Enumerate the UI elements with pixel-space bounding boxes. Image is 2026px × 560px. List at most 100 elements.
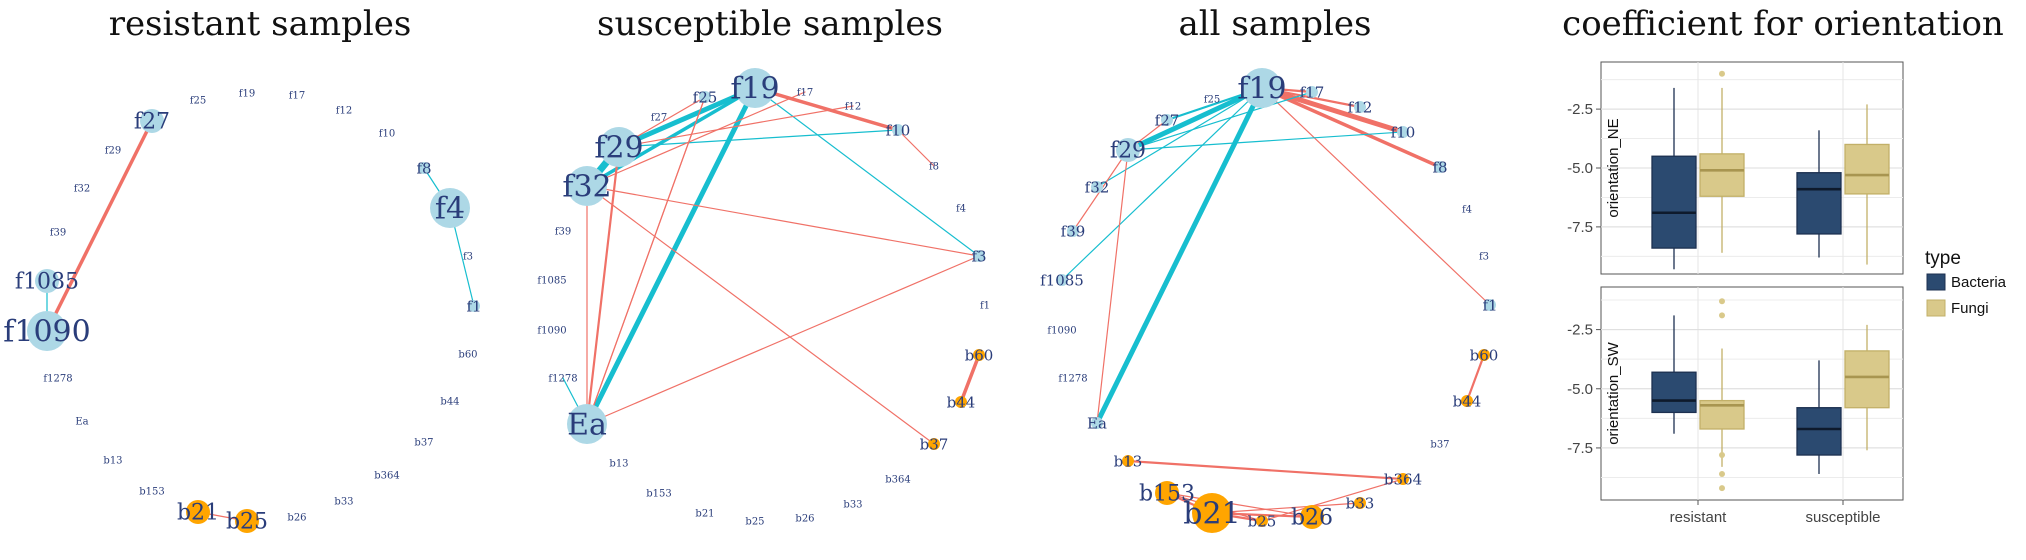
node-label-f3: f3 xyxy=(971,247,986,265)
node-label-f27: f27 xyxy=(651,113,667,124)
node-b37 xyxy=(928,438,940,450)
node-label-f27: f27 xyxy=(134,110,170,135)
legend-swatch-bacteria xyxy=(1926,273,1946,291)
edge-f19-Ea xyxy=(1094,85,1265,426)
edge-f29-Ea xyxy=(1096,149,1129,424)
node-label-b364: b364 xyxy=(1384,470,1422,488)
edge-f32-f3 xyxy=(586,185,980,257)
legend-title: type xyxy=(1925,248,1961,269)
node-label-f17: f17 xyxy=(289,91,305,102)
node-label-f1090: f1090 xyxy=(3,315,90,350)
outlier-point xyxy=(1719,470,1725,477)
node-label-f4: f4 xyxy=(956,204,966,215)
node-label-f10: f10 xyxy=(1391,123,1416,141)
edge-f29-Ea xyxy=(585,145,621,426)
edge-b21-b33 xyxy=(1211,502,1361,514)
box-bacteria-resistant xyxy=(1651,315,1697,434)
node-f27 xyxy=(140,109,164,133)
edge-f29-f10 xyxy=(1127,131,1404,151)
node-label-b25: b25 xyxy=(1248,512,1277,530)
edge-f19-f3 xyxy=(754,87,980,257)
box-bacteria-resistant xyxy=(1651,87,1697,270)
node-label-f12: f12 xyxy=(1348,98,1373,116)
node-f17 xyxy=(1306,86,1318,98)
node-label-f8: f8 xyxy=(416,159,431,177)
edge-f27-f1090 xyxy=(45,119,154,333)
node-label-b25: b25 xyxy=(226,510,268,535)
node-label-f10: f10 xyxy=(379,129,395,140)
y-tick-label: -5.0 xyxy=(1567,160,1593,177)
node-b26 xyxy=(1300,505,1324,529)
node-label-b21: b21 xyxy=(1183,497,1240,532)
y-tick-label: -2.5 xyxy=(1567,322,1593,339)
node-label-b26: b26 xyxy=(287,513,306,524)
node-label-f1085: f1085 xyxy=(15,270,79,295)
title-resistant: resistant samples xyxy=(109,4,412,44)
node-b13 xyxy=(1122,455,1134,467)
edge-f17-f29 xyxy=(1127,91,1313,151)
edge-f19-f1 xyxy=(1261,87,1491,306)
edge-b25-b364 xyxy=(1261,478,1404,522)
boxplot-chart: -2.5 -5.0 -7.5 orientation_NE -2.5 -5.0 -7.5 or… xyxy=(1567,61,2007,526)
y-axis-label: orientation_NE xyxy=(1605,118,1622,217)
node-f1085 xyxy=(1056,274,1068,286)
node-label-b44: b44 xyxy=(947,393,976,411)
edge-f19-f32 xyxy=(585,86,757,188)
y-tick-label: -2.5 xyxy=(1567,101,1593,118)
node-label-f1090: f1090 xyxy=(537,326,566,337)
node-b364 xyxy=(1397,473,1409,485)
node-label-f10: f10 xyxy=(886,121,911,139)
node-label-b21: b21 xyxy=(177,501,219,526)
edge-f19-f10 xyxy=(1259,85,1406,135)
nodes-all: f19 f17 f25 f12 f27 f10 f29 f8 f32 f4 f39 f3 f1085 f1… xyxy=(1040,68,1498,533)
node-label-f17: f17 xyxy=(1300,83,1325,101)
title-boxplot: coefficient for orientation xyxy=(1562,4,2004,44)
node-b60 xyxy=(973,349,985,361)
legend: type Bacteria Fungi xyxy=(1925,248,2007,317)
node-f10 xyxy=(892,124,904,136)
node-f4 xyxy=(430,188,470,228)
node-f29 xyxy=(1116,138,1140,162)
node-label-f8: f8 xyxy=(929,162,939,173)
node-label-b26: b26 xyxy=(1291,506,1333,531)
node-label-Ea: Ea xyxy=(1087,414,1107,432)
node-f12 xyxy=(1354,101,1366,113)
box-fungi-resistant xyxy=(1699,70,1745,253)
node-b21 xyxy=(1192,493,1232,533)
box-fungi-resistant xyxy=(1699,298,1745,492)
edge-b60-b44 xyxy=(959,353,981,404)
node-label-b13: b13 xyxy=(1114,452,1143,470)
node-label-f12: f12 xyxy=(845,102,861,113)
network-susceptible: f19 f25 f17 f12 f10 f27 f29 f8 f32 f4 f39 f3 f1085 f1… xyxy=(537,68,993,528)
node-f1 xyxy=(1484,299,1496,311)
node-label-f1278: f1278 xyxy=(43,374,72,385)
edge-f19-f8 xyxy=(1260,86,1442,169)
node-f25 xyxy=(699,91,711,103)
node-label-f8: f8 xyxy=(1432,158,1447,176)
edge-f32-b37 xyxy=(586,185,935,445)
edge-Ea-f3 xyxy=(586,255,980,425)
node-b153 xyxy=(1155,481,1179,505)
edge-f10-f8 xyxy=(897,129,935,167)
title-susceptible: susceptible samples xyxy=(597,4,943,44)
node-label-f3: f3 xyxy=(463,252,473,263)
node-label-f29: f29 xyxy=(594,131,643,166)
node-label-b26: b26 xyxy=(795,514,814,525)
node-label-f19: f19 xyxy=(1237,72,1286,107)
box-bacteria-susceptible xyxy=(1796,360,1842,474)
node-label-f4: f4 xyxy=(1462,205,1472,216)
edge-f12-f29 xyxy=(618,105,854,148)
legend-label-bacteria: Bacteria xyxy=(1951,274,2007,291)
node-b60 xyxy=(1478,349,1490,361)
x-tick-label-susceptible: susceptible xyxy=(1805,509,1880,526)
node-label-b60: b60 xyxy=(965,346,994,364)
node-label-f39: f39 xyxy=(555,227,571,238)
legend-swatch-fungi xyxy=(1926,299,1946,317)
node-label-b37: b37 xyxy=(414,438,433,449)
node-label-f1278: f1278 xyxy=(548,374,577,385)
node-f8 xyxy=(418,162,430,174)
box-fungi-susceptible xyxy=(1844,324,1890,451)
node-label-f3: f3 xyxy=(1479,252,1489,263)
node-label-b37: b37 xyxy=(920,435,949,453)
